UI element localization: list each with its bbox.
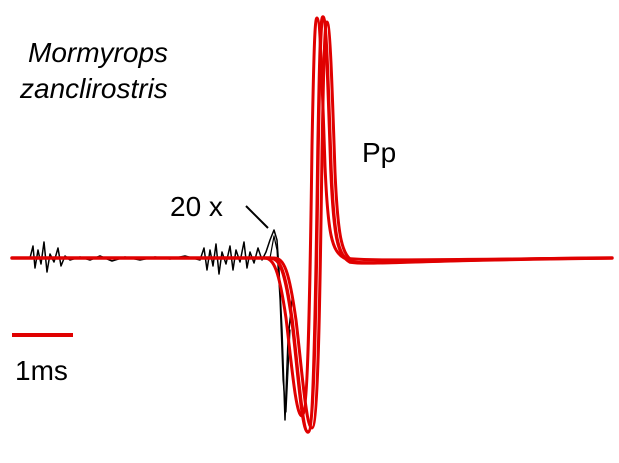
waveform-trace xyxy=(10,15,614,434)
waveform-traces xyxy=(10,15,614,434)
species-genus: Mormyrops xyxy=(28,37,168,68)
scale-bar-label: 1ms xyxy=(15,355,68,386)
noise-trace xyxy=(269,235,291,413)
gain-label: 20 x xyxy=(170,191,223,222)
waveform-label: Pp xyxy=(362,137,396,168)
gain-pointer xyxy=(245,205,269,229)
species-epithet: zanclirostris xyxy=(19,73,168,104)
